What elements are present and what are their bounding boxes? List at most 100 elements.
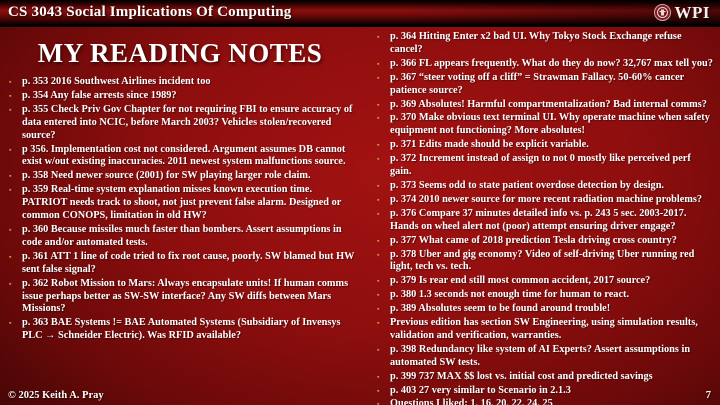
wpi-seal-icon	[653, 4, 671, 21]
note-item: ▪ p. 355 Check Priv Gov Chapter for not r…	[8, 104, 356, 143]
note-text: p. 360 Because missiles much faster than…	[22, 223, 342, 248]
bullet-icon: ▪	[377, 250, 380, 259]
note-text: p. 378 Uber and gig economy? Video of se…	[390, 248, 695, 273]
note-item: ▪ p. 374 2010 newer source for more recen…	[376, 194, 714, 207]
note-item: ▪ p. 367 “steer voting off a cliff” = Str…	[376, 72, 714, 98]
slide-body: MY READING NOTES ▪ p. 353 2016 Southwest …	[0, 27, 720, 405]
bullet-icon: ▪	[377, 319, 380, 328]
note-text: p. 380 1.3 seconds not enough time for h…	[390, 289, 630, 301]
note-text: p. 363 BAE Systems != BAE Automated Syst…	[22, 317, 341, 342]
note-item: ▪ p. 359 Real-time system explanation mis…	[8, 184, 356, 223]
bullet-icon: ▪	[377, 181, 380, 190]
bullet-icon: ▪	[377, 372, 380, 381]
reading-notes-list-left: ▪ p. 353 2016 Southwest Airlines incident…	[0, 76, 360, 343]
bullet-icon: ▪	[377, 305, 380, 314]
note-item: ▪ Previous edition has section SW Enginee…	[376, 317, 714, 343]
note-text: p. 354 Any false arrests since 1989?	[22, 89, 177, 101]
left-column: MY READING NOTES ▪ p. 353 2016 Southwest …	[0, 27, 360, 385]
note-text: p. 367 “steer voting off a cliff” = Stra…	[390, 71, 685, 96]
bullet-icon: ▪	[377, 195, 380, 204]
note-text: p. 364 Hitting Enter x2 bad UI. Why Toky…	[390, 31, 682, 55]
note-text: Questions I liked: 1, 16, 20, 22, 24, 25	[390, 398, 553, 405]
note-item: ▪ p. 380 1.3 seconds not enough time for …	[376, 289, 714, 302]
bullet-icon: ▪	[377, 100, 380, 109]
note-item: ▪ p. 369 Absolutes! Harmful compartmental…	[376, 99, 714, 112]
note-item: ▪ p. 361 ATT 1 line of code tried to fix …	[8, 251, 356, 277]
note-text: p. 389 Absolutes seem to be found around…	[390, 303, 611, 315]
note-item: ▪ p. 366 FL appears frequently. What do t…	[376, 58, 714, 71]
note-text: p. 377 What came of 2018 prediction Tesl…	[390, 234, 677, 246]
note-text: p. 359 Real-time system explanation miss…	[22, 184, 342, 222]
note-item: ▪ p. 371 Edits made should be explicit va…	[376, 139, 714, 152]
note-text: p. 373 Seems odd to state patient overdo…	[390, 179, 665, 191]
note-item: ▪ p. 363 BAE Systems != BAE Automated Sys…	[8, 317, 356, 343]
note-item: ▪ p. 360 Because missiles much faster tha…	[8, 224, 356, 250]
header-bar: CS 3043 Social Implications Of Computing…	[0, 0, 720, 27]
bullet-icon: ▪	[377, 209, 380, 218]
note-item: ▪ p. 370 Make obvious text terminal UI. W…	[376, 112, 714, 138]
bullet-icon: ▪	[377, 33, 380, 41]
note-item: ▪ p. 364 Hitting Enter x2 bad UI. Why Tok…	[376, 31, 714, 57]
note-item: ▪ p. 399 737 MAX $$ lost vs. initial cost…	[376, 371, 714, 384]
bullet-icon: ▪	[377, 59, 380, 68]
bullet-icon: ▪	[9, 105, 12, 114]
wpi-logo: WPI	[653, 3, 720, 23]
page-number: 7	[705, 390, 711, 401]
note-text: p. 366 FL appears frequently. What do th…	[390, 57, 713, 69]
note-text: Previous edition has section SW Engineer…	[390, 317, 698, 341]
note-item: ▪ p. 362 Robot Mission to Mars: Always en…	[8, 278, 356, 317]
note-text: p. 372 Increment instead of assign to no…	[390, 153, 691, 178]
note-item: ▪ p. 376 Compare 37 minutes detailed info…	[376, 208, 714, 234]
note-text: p. 403 27 very similar to Scenario in 2.…	[390, 384, 571, 396]
note-text: p. 355 Check Priv Gov Chapter for not re…	[22, 103, 353, 141]
note-text: p. 362 Robot Mission to Mars: Always enc…	[22, 277, 349, 315]
note-item: ▪ p. 354 Any false arrests since 1989?	[8, 90, 356, 103]
note-text: p. 361 ATT 1 line of code tried to fix r…	[22, 250, 355, 275]
note-item: ▪ p. 403 27 very similar to Scenario in 2…	[376, 385, 714, 398]
bullet-icon: ▪	[377, 73, 380, 82]
note-item: ▪ p. 377 What came of 2018 prediction Tes…	[376, 235, 714, 248]
note-item: ▪ p. 379 Is rear end still most common ac…	[376, 275, 714, 288]
copyright: © 2025 Keith A. Pray	[8, 390, 104, 401]
bullet-icon: ▪	[9, 319, 12, 328]
note-text: p 356. Implementation cost not considere…	[22, 143, 346, 168]
bullet-icon: ▪	[377, 277, 380, 286]
bullet-icon: ▪	[9, 279, 12, 288]
slide-title: MY READING NOTES	[37, 38, 323, 68]
bullet-icon: ▪	[377, 291, 380, 300]
bullet-icon: ▪	[9, 225, 12, 234]
bullet-icon: ▪	[377, 155, 380, 164]
note-text: p. 398 Redundancy like system of AI Expe…	[390, 343, 691, 368]
course-title: CS 3043 Social Implications Of Computing	[8, 4, 292, 20]
note-text: p. 376 Compare 37 minutes detailed info …	[390, 207, 687, 232]
note-item: ▪ p. 358 Need newer source (2001) for SW …	[8, 170, 356, 183]
right-column: ▪ p. 364 Hitting Enter x2 bad UI. Why Tok…	[360, 27, 720, 405]
bullet-icon: ▪	[9, 91, 12, 100]
note-text: p. 370 Make obvious text terminal UI. Wh…	[390, 112, 710, 137]
note-text: p. 374 2010 newer source for more recent…	[390, 193, 703, 205]
note-item: ▪ p. 372 Increment instead of assign to n…	[376, 153, 714, 179]
note-item: ▪ p. 373 Seems odd to state patient overd…	[376, 180, 714, 193]
bullet-icon: ▪	[9, 78, 12, 86]
note-text: p. 358 Need newer source (2001) for SW p…	[22, 170, 311, 182]
bullet-icon: ▪	[377, 345, 380, 354]
note-item: ▪ p. 353 2016 Southwest Airlines incident…	[8, 76, 356, 89]
note-item: ▪ Questions I liked: 1, 16, 20, 22, 24, 2…	[376, 398, 714, 405]
bullet-icon: ▪	[9, 252, 12, 261]
note-text: p. 371 Edits made should be explicit var…	[390, 139, 589, 151]
note-text: p. 399 737 MAX $$ lost vs. initial cost …	[390, 370, 653, 382]
bullet-icon: ▪	[377, 114, 380, 123]
note-item: ▪ p. 398 Redundancy like system of AI Exp…	[376, 344, 714, 370]
bullet-icon: ▪	[9, 145, 12, 154]
bullet-icon: ▪	[377, 141, 380, 150]
note-text: p. 369 Absolutes! Harmful compartmentali…	[390, 98, 707, 110]
note-item: ▪ p. 378 Uber and gig economy? Video of s…	[376, 249, 714, 275]
bullet-icon: ▪	[9, 186, 12, 195]
reading-notes-list-right: ▪ p. 364 Hitting Enter x2 bad UI. Why Tok…	[360, 27, 720, 405]
note-text: p. 379 Is rear end still most common acc…	[390, 275, 651, 287]
bullet-icon: ▪	[377, 400, 380, 405]
bullet-icon: ▪	[9, 172, 12, 181]
bullet-icon: ▪	[377, 386, 380, 395]
bullet-icon: ▪	[377, 236, 380, 245]
note-text: p. 353 2016 Southwest Airlines incident …	[22, 76, 211, 87]
